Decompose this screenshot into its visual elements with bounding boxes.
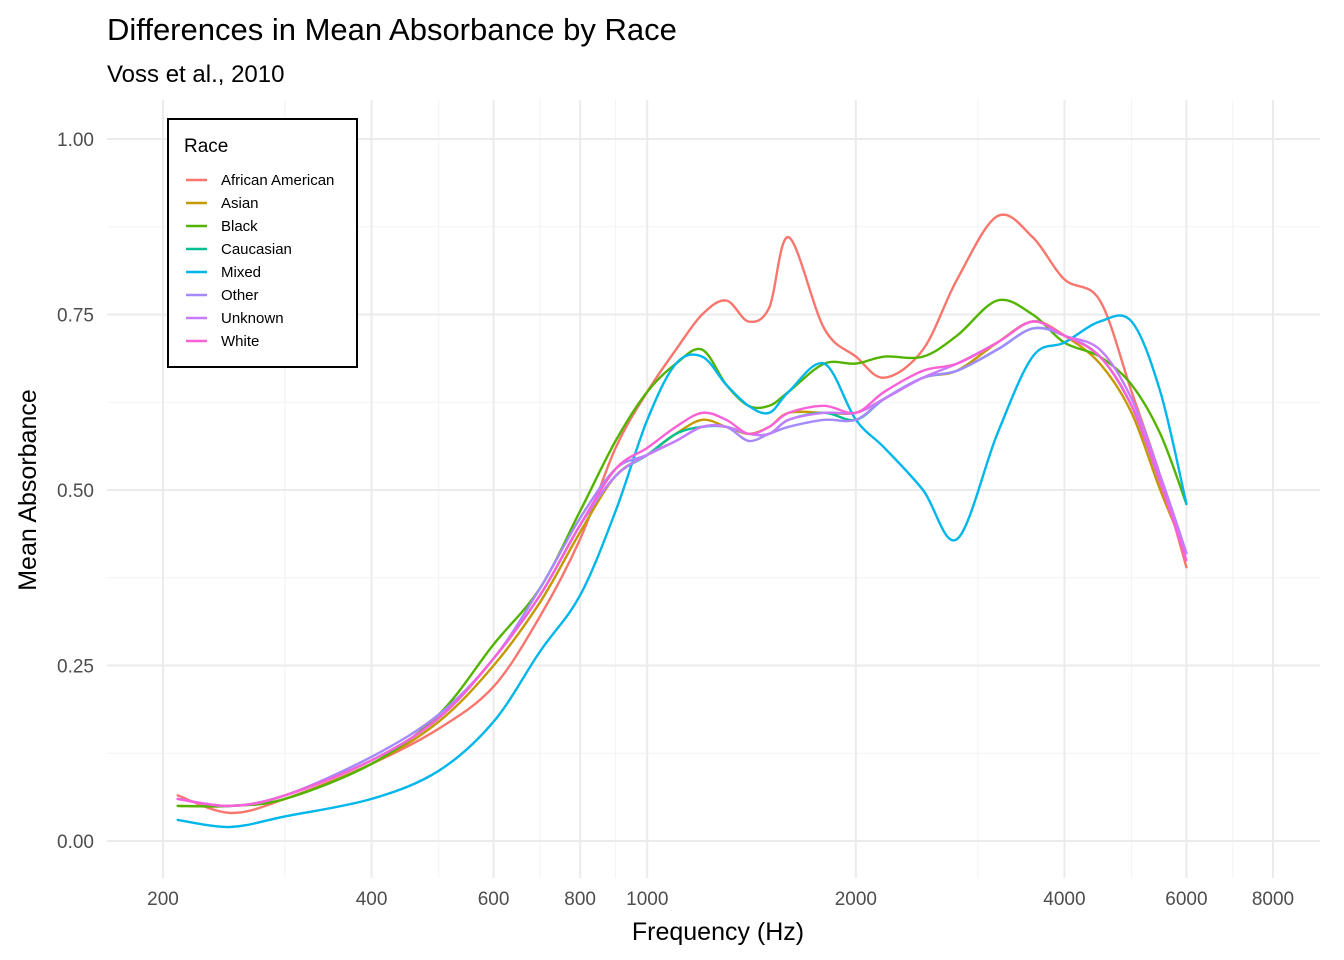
y-tick-label: 1.00	[57, 130, 94, 151]
legend-title: Race	[184, 136, 228, 157]
x-tick-label: 400	[356, 889, 388, 910]
series-lines	[176, 213, 1188, 829]
series-line-other	[176, 326, 1188, 808]
series-line-black	[176, 298, 1188, 808]
series-line-asian	[176, 320, 1188, 808]
y-tick-label: 0.00	[57, 832, 94, 853]
legend-label: Black	[221, 218, 258, 235]
x-tick-label: 1000	[626, 889, 668, 910]
legend-label: African American	[221, 172, 334, 189]
x-tick-label: 600	[478, 889, 510, 910]
x-tick-label: 800	[564, 889, 596, 910]
legend-label: Mixed	[221, 264, 261, 281]
y-tick-label: 0.75	[57, 306, 94, 327]
legend-label: Asian	[221, 195, 259, 212]
series-line-unknown	[176, 320, 1188, 808]
x-tick-label: 6000	[1165, 889, 1207, 910]
chart-subtitle: Voss et al., 2010	[107, 61, 284, 88]
legend: Race African American Asian Black Caucasian…	[167, 118, 358, 368]
y-tick-label: 0.25	[57, 657, 94, 678]
chart-title: Differences in Mean Absorbance by Race	[107, 12, 677, 47]
y-tick-label: 0.50	[57, 481, 94, 502]
x-tick-label: 8000	[1252, 889, 1294, 910]
series-line-mixed	[176, 314, 1188, 829]
y-axis-ticks: 0.00 0.25 0.50 0.75 1.00	[57, 130, 94, 853]
grid-lines	[107, 100, 1320, 878]
x-tick-label: 200	[147, 889, 179, 910]
x-tick-label: 4000	[1043, 889, 1085, 910]
series-line-african-american	[176, 213, 1188, 815]
x-tick-label: 2000	[835, 889, 877, 910]
legend-label: Other	[221, 287, 259, 304]
x-axis-ticks: 200 400 600 800 1000 2000 4000 6000 8000	[147, 889, 1294, 910]
series-line-white	[176, 320, 1188, 808]
legend-label: Caucasian	[221, 241, 292, 258]
legend-items: African American Asian Black Caucasian Mixed…	[186, 172, 334, 350]
series-line-caucasian	[176, 326, 1188, 808]
x-axis-title: Frequency (Hz)	[632, 918, 804, 946]
y-axis-title: Mean Absorbance	[14, 389, 42, 591]
legend-label: White	[221, 333, 259, 350]
legend-label: Unknown	[221, 310, 284, 327]
legend-box	[167, 118, 358, 368]
